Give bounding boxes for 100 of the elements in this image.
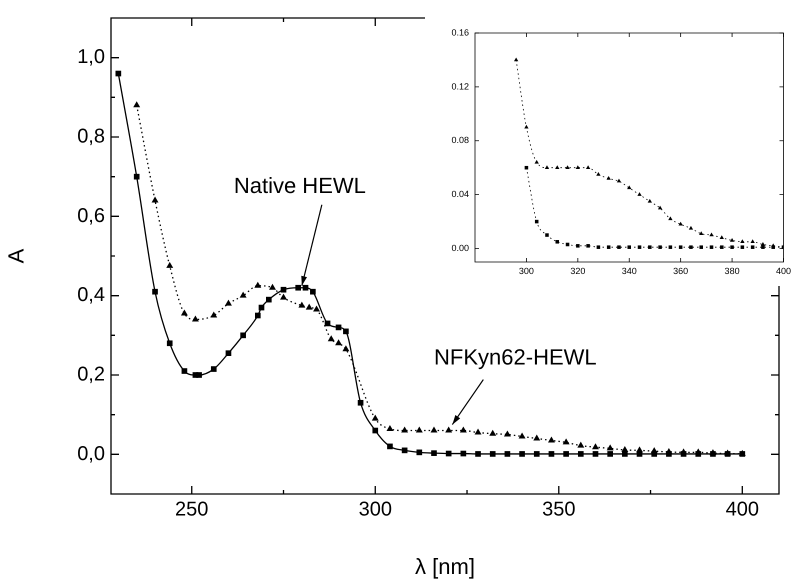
point bbox=[534, 220, 538, 224]
point bbox=[152, 196, 159, 202]
point bbox=[302, 284, 308, 291]
point bbox=[534, 160, 539, 164]
point bbox=[240, 292, 247, 298]
point bbox=[313, 306, 320, 312]
point bbox=[519, 451, 525, 457]
y-axis-title: A bbox=[3, 248, 28, 264]
point bbox=[699, 231, 704, 235]
point bbox=[387, 444, 393, 450]
point bbox=[335, 339, 342, 346]
point bbox=[342, 345, 350, 352]
y-tick-label: 0.12 bbox=[451, 81, 469, 92]
point bbox=[668, 216, 673, 220]
point bbox=[534, 451, 540, 457]
point bbox=[658, 245, 662, 249]
point bbox=[637, 192, 642, 196]
x-tick-label: 380 bbox=[724, 266, 740, 276]
point bbox=[386, 424, 394, 431]
point bbox=[578, 451, 584, 457]
x-tick-label: 320 bbox=[570, 266, 586, 276]
annotation: Native HEWL bbox=[234, 172, 366, 198]
point bbox=[324, 320, 330, 326]
point bbox=[269, 284, 276, 290]
x-tick-label: 360 bbox=[673, 266, 688, 276]
point bbox=[636, 451, 642, 457]
point bbox=[617, 245, 621, 249]
point bbox=[192, 315, 199, 322]
point bbox=[586, 165, 590, 169]
point bbox=[490, 451, 496, 457]
point bbox=[750, 239, 755, 244]
x-tick-label: 400 bbox=[776, 266, 792, 276]
point bbox=[210, 312, 218, 318]
point bbox=[430, 426, 438, 433]
point bbox=[616, 178, 622, 182]
point bbox=[695, 451, 702, 457]
point bbox=[524, 124, 529, 129]
point bbox=[699, 245, 703, 249]
point bbox=[134, 174, 140, 180]
y-tick-label: 0,2 bbox=[77, 364, 105, 386]
point bbox=[576, 165, 580, 169]
point bbox=[533, 434, 540, 440]
point bbox=[606, 176, 611, 180]
point bbox=[562, 438, 570, 444]
x-tick-label: 300 bbox=[358, 498, 392, 521]
point bbox=[689, 245, 693, 249]
point bbox=[372, 414, 379, 421]
point bbox=[475, 451, 481, 457]
x-tick-label: 300 bbox=[518, 266, 534, 276]
point bbox=[310, 288, 316, 295]
point bbox=[254, 312, 261, 318]
point bbox=[563, 451, 569, 457]
y-tick-label: 0.00 bbox=[451, 243, 469, 254]
point bbox=[720, 235, 724, 240]
point bbox=[180, 310, 188, 316]
x-tick-label: 400 bbox=[726, 498, 759, 521]
point bbox=[474, 428, 482, 435]
point bbox=[254, 282, 262, 288]
point bbox=[627, 185, 632, 190]
point bbox=[666, 451, 672, 457]
point bbox=[358, 400, 364, 406]
point bbox=[680, 451, 686, 457]
point bbox=[648, 198, 652, 203]
y-tick-label: 0.08 bbox=[451, 135, 469, 146]
y-tick-label: 0,0 bbox=[77, 442, 105, 465]
point bbox=[740, 239, 745, 244]
point bbox=[545, 233, 549, 237]
point bbox=[678, 222, 683, 226]
point bbox=[565, 165, 570, 169]
point bbox=[606, 444, 614, 450]
point bbox=[555, 240, 560, 244]
point bbox=[651, 451, 658, 457]
point bbox=[343, 328, 349, 334]
point bbox=[576, 244, 580, 248]
point bbox=[586, 244, 590, 248]
point bbox=[627, 245, 632, 249]
point bbox=[761, 245, 765, 249]
point bbox=[226, 350, 232, 356]
point bbox=[460, 450, 466, 456]
x-tick-label: 250 bbox=[175, 498, 208, 521]
point bbox=[401, 426, 408, 433]
point bbox=[592, 451, 598, 457]
point bbox=[592, 443, 599, 450]
point bbox=[544, 165, 550, 169]
point bbox=[166, 340, 173, 346]
point bbox=[720, 245, 724, 249]
point bbox=[548, 451, 554, 457]
point bbox=[518, 432, 526, 438]
point bbox=[446, 450, 452, 456]
y-tick-label: 0.04 bbox=[451, 189, 469, 200]
point bbox=[514, 57, 518, 62]
y-tick-label: 0.16 bbox=[451, 27, 469, 38]
point bbox=[648, 245, 652, 249]
point bbox=[280, 294, 287, 300]
point bbox=[688, 226, 694, 230]
point bbox=[152, 288, 158, 295]
x-axis-title: λ [nm] bbox=[415, 554, 475, 579]
point bbox=[710, 245, 714, 249]
x-tick-label: 350 bbox=[542, 498, 576, 521]
y-tick-label: 0,8 bbox=[77, 126, 105, 148]
